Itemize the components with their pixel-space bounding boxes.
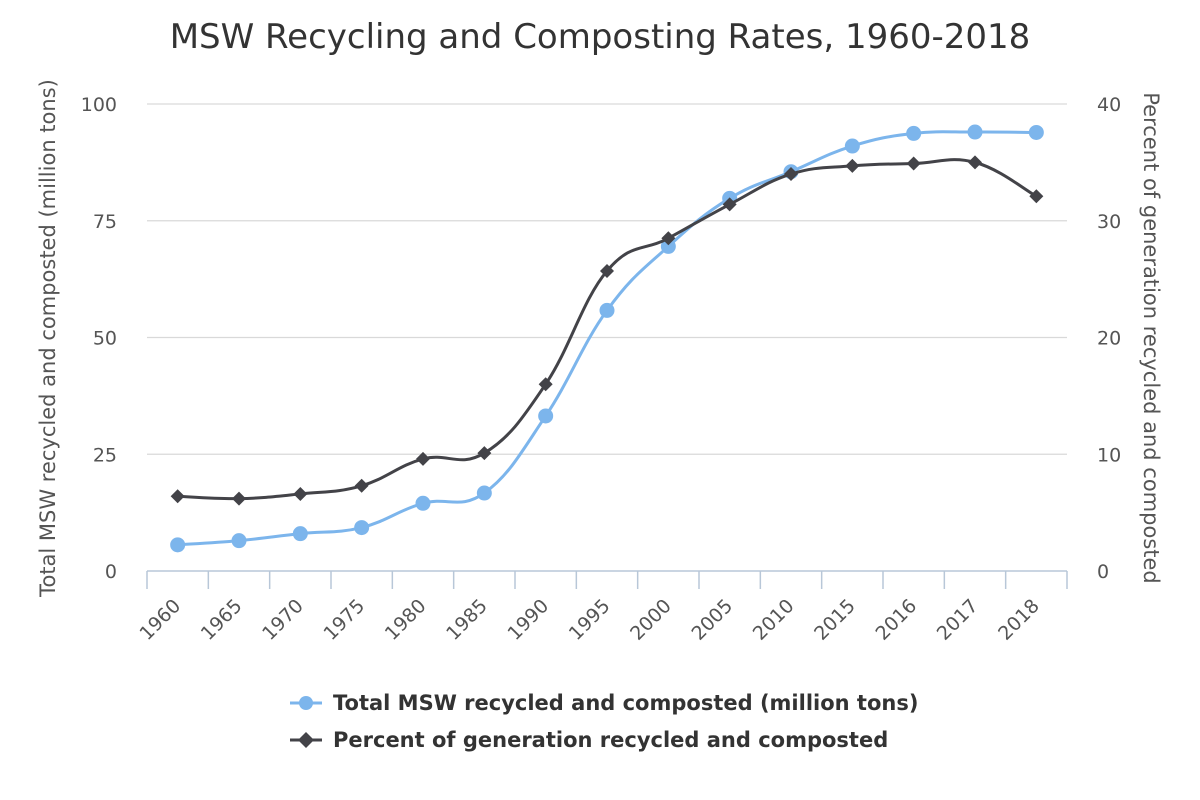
data-point[interactable]: [293, 486, 308, 501]
legend[interactable]: Total MSW recycled and composted (millio…: [290, 691, 918, 752]
data-point[interactable]: [844, 138, 860, 154]
data-point[interactable]: [661, 231, 676, 246]
data-point[interactable]: [906, 156, 921, 171]
x-tick-label: 2015: [810, 595, 860, 645]
y-right-tick-label: 0: [1097, 561, 1109, 583]
data-point[interactable]: [784, 167, 798, 182]
y-right-tick-label: 30: [1097, 211, 1121, 233]
data-point[interactable]: [1028, 124, 1044, 140]
data-point[interactable]: [232, 491, 246, 506]
y-left-tick-label: 50: [93, 328, 117, 350]
data-point[interactable]: [415, 495, 431, 511]
series-line: [177, 158, 1038, 501]
x-tick-label: 2000: [626, 595, 676, 645]
series-line: [177, 130, 1037, 547]
data-point[interactable]: [538, 408, 554, 424]
y-left-tick-label: 0: [105, 561, 117, 583]
data-point[interactable]: [231, 533, 247, 549]
data-point[interactable]: [170, 537, 186, 553]
x-tick-label: 1965: [197, 595, 247, 645]
x-tick-label: 2010: [749, 595, 799, 645]
data-point[interactable]: [600, 263, 614, 278]
gridlines: [147, 103, 1067, 455]
legend-label-total: Total MSW recycled and composted (millio…: [333, 691, 918, 715]
data-point[interactable]: [477, 446, 492, 461]
x-tick-label: 2016: [871, 595, 921, 645]
legend-label-percent: Percent of generation recycled and compo…: [333, 728, 888, 752]
x-tick-label: 1980: [381, 595, 431, 645]
series-layer: [170, 124, 1044, 553]
x-tick-label: 2005: [687, 595, 737, 645]
data-point[interactable]: [967, 124, 983, 140]
x-tick-label: 2018: [994, 595, 1044, 645]
legend-marker-circle: [299, 696, 313, 710]
y-right-axis-title: Percent of generation recycled and compo…: [1139, 92, 1163, 584]
data-point[interactable]: [170, 489, 185, 504]
data-point[interactable]: [599, 302, 615, 318]
x-tick-label: 1975: [319, 595, 369, 645]
x-tick-label: 1985: [442, 595, 492, 645]
chart-title: MSW Recycling and Composting Rates, 1960…: [170, 17, 1031, 57]
data-point[interactable]: [845, 158, 860, 173]
y-right-tick-label: 20: [1097, 328, 1121, 350]
y-left-axis-title: Total MSW recycled and composted (millio…: [36, 79, 60, 598]
series-percent: [170, 155, 1044, 506]
x-axis: 1960 1965 1970 1975 1980 1985 1990 1995 2000 2005…: [135, 570, 1068, 645]
data-point[interactable]: [538, 377, 553, 392]
x-tick-label: 2017: [933, 595, 983, 645]
y-left-tick-label: 25: [93, 444, 117, 466]
y-left-ticks: 0 25 50 75 100: [81, 94, 117, 583]
y-left-tick-label: 75: [93, 211, 117, 233]
x-tick-label: 1995: [565, 595, 615, 645]
legend-item-percent[interactable]: Percent of generation recycled and compo…: [290, 728, 888, 752]
data-point[interactable]: [660, 238, 676, 254]
data-point[interactable]: [722, 197, 737, 212]
data-point[interactable]: [1029, 189, 1044, 204]
y-left-tick-label: 100: [81, 94, 117, 116]
y-right-tick-label: 40: [1097, 94, 1121, 116]
legend-item-total[interactable]: Total MSW recycled and composted (millio…: [290, 691, 918, 715]
x-tick-label: 1990: [503, 595, 553, 645]
data-point[interactable]: [476, 485, 492, 501]
legend-marker-diamond: [298, 732, 314, 748]
data-point[interactable]: [354, 520, 370, 536]
data-point[interactable]: [906, 125, 922, 141]
x-tick-label: 1960: [135, 595, 185, 645]
data-point[interactable]: [354, 478, 369, 493]
data-point[interactable]: [292, 526, 308, 542]
y-right-tick-label: 10: [1097, 444, 1121, 466]
y-right-ticks: 0 10 20 30 40: [1097, 94, 1121, 583]
x-tick-label: 1970: [258, 595, 308, 645]
data-point[interactable]: [968, 155, 982, 170]
data-point[interactable]: [416, 451, 430, 466]
